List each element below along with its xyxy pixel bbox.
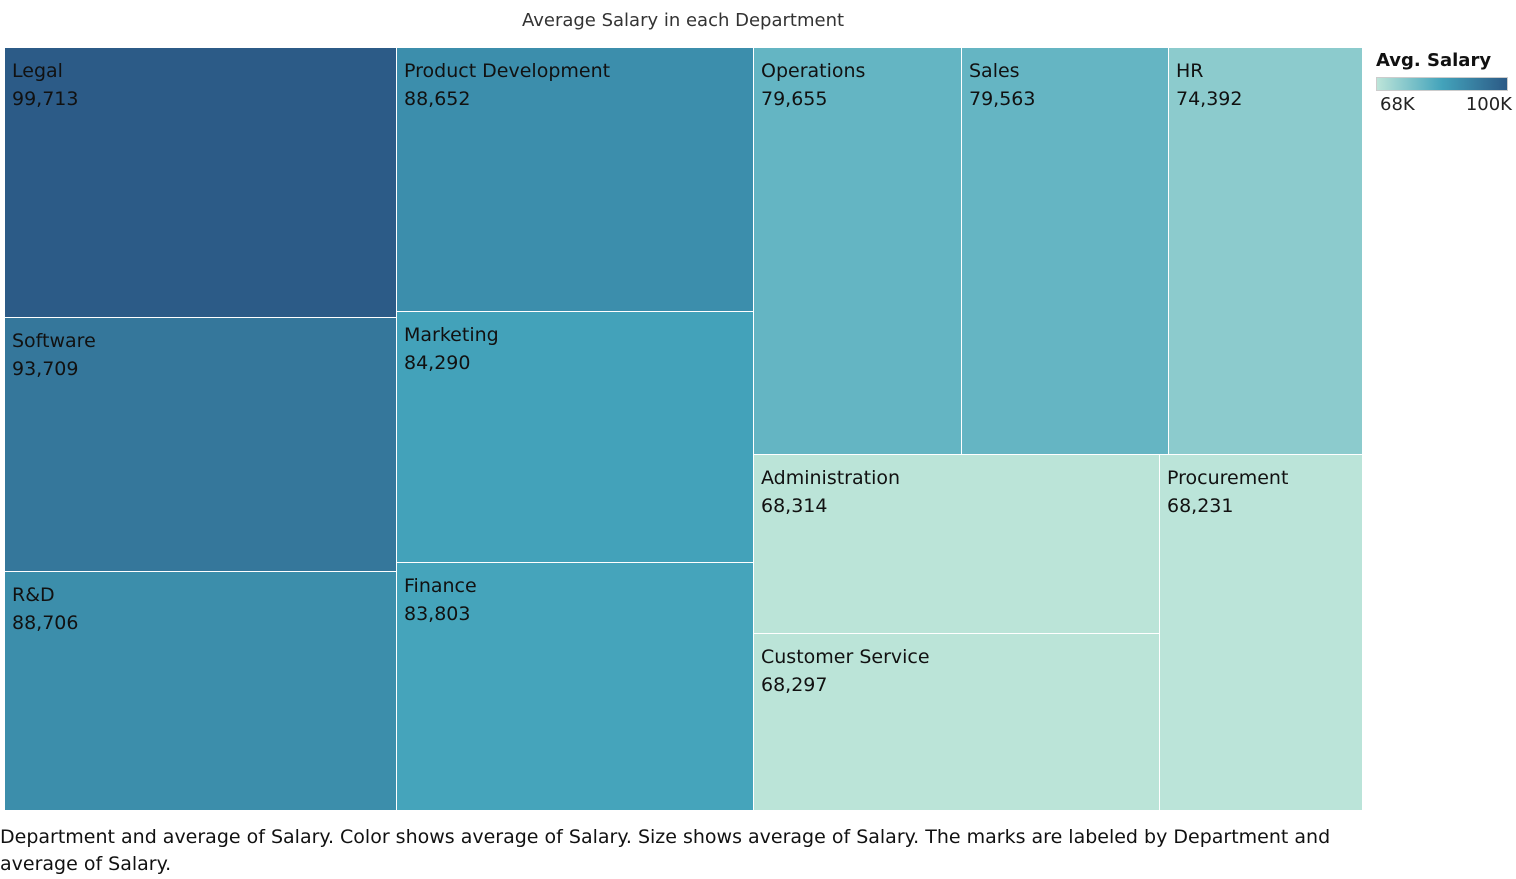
legend-min-label: 68K: [1380, 94, 1415, 115]
legend-gradient-bar: [1376, 77, 1508, 91]
treemap-tile-finance[interactable]: Finance 83,803: [397, 563, 754, 811]
treemap-tile-sales[interactable]: Sales 79,563: [962, 48, 1169, 455]
tile-department-label: Product Development: [404, 60, 611, 82]
tile-department-label: HR: [1176, 60, 1204, 82]
treemap-tile-marketing[interactable]: Marketing 84,290: [397, 312, 754, 563]
tile-value-label: 84,290: [404, 352, 471, 374]
tile-department-label: Sales: [969, 60, 1020, 82]
tile-department-label: Procurement: [1167, 467, 1289, 489]
chart-title: Average Salary in each Department: [521, 10, 845, 31]
tile-value-label: 83,803: [404, 603, 471, 625]
tile-department-label: Marketing: [404, 324, 499, 346]
tile-value-label: 68,297: [761, 674, 828, 696]
tile-value-label: 88,652: [404, 88, 471, 110]
tile-department-label: Legal: [12, 60, 63, 82]
treemap-tile-r-d[interactable]: R&D 88,706: [5, 572, 397, 811]
tile-department-label: Finance: [404, 575, 477, 597]
tile-department-label: Customer Service: [761, 646, 930, 668]
tile-value-label: 74,392: [1176, 88, 1243, 110]
color-legend: Avg. Salary 68K 100K: [1376, 50, 1516, 118]
tile-value-label: 68,314: [761, 495, 828, 517]
tile-value-label: 68,231: [1167, 495, 1234, 517]
tile-value-label: 88,706: [12, 612, 79, 634]
legend-max-label: 100K: [1465, 94, 1512, 115]
treemap-tile-product-development[interactable]: Product Development 88,652: [397, 48, 754, 312]
treemap-tile-customer-service[interactable]: Customer Service 68,297: [754, 634, 1160, 811]
treemap-tile-software[interactable]: Software 93,709: [5, 318, 397, 572]
tile-value-label: 79,563: [969, 88, 1036, 110]
tile-department-label: Operations: [761, 60, 866, 82]
tile-department-label: R&D: [12, 584, 55, 606]
treemap-tile-legal[interactable]: Legal 99,713: [5, 48, 397, 318]
tile-value-label: 79,655: [761, 88, 828, 110]
chart-caption: Department and average of Salary. Color …: [0, 826, 1331, 875]
treemap-tile-administration[interactable]: Administration 68,314: [754, 455, 1160, 634]
legend-title: Avg. Salary: [1376, 50, 1492, 71]
treemap-tile-operations[interactable]: Operations 79,655: [754, 48, 962, 455]
tile-value-label: 93,709: [12, 358, 79, 380]
treemap-tile-procurement[interactable]: Procurement 68,231: [1160, 455, 1363, 811]
tile-department-label: Administration: [761, 467, 901, 489]
treemap-tile-hr[interactable]: HR 74,392: [1169, 48, 1363, 455]
tile-department-label: Software: [12, 330, 96, 352]
tile-value-label: 99,713: [12, 88, 79, 110]
